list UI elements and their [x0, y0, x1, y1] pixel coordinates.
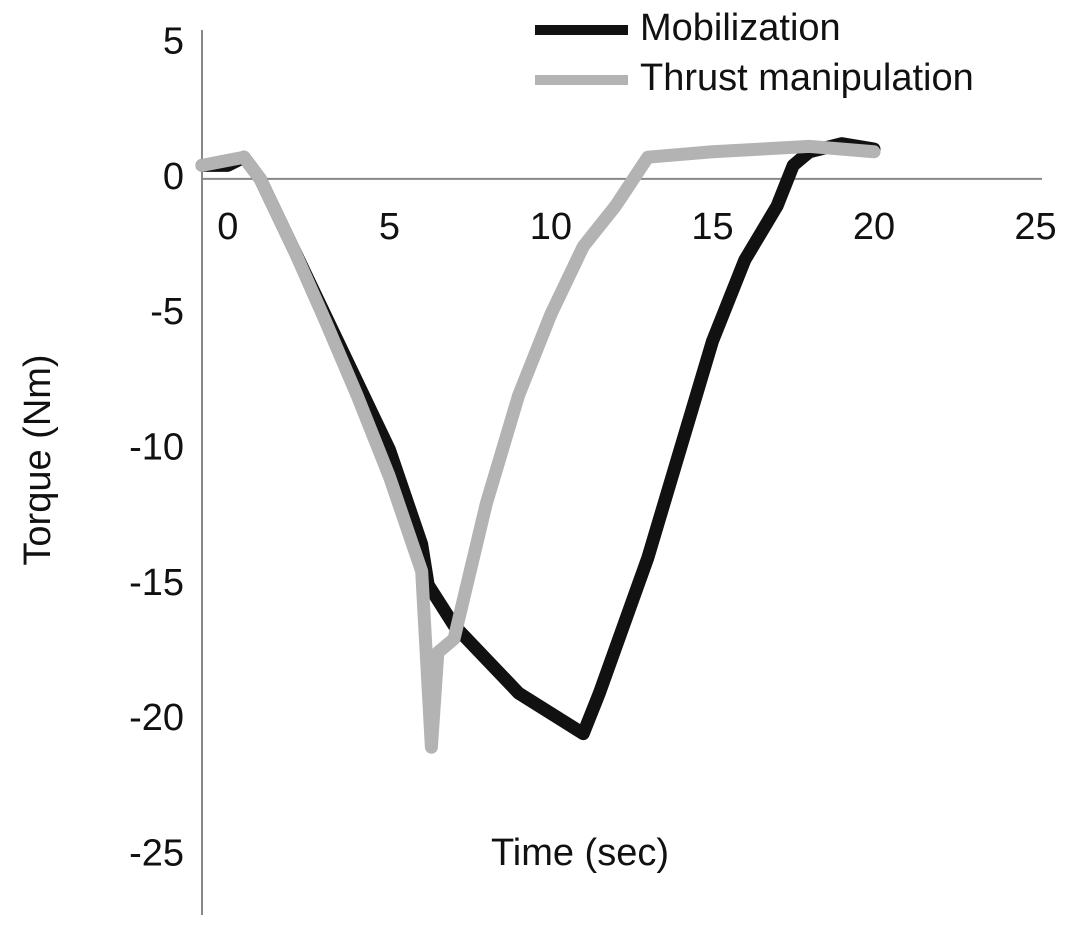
legend-label: Thrust manipulation	[640, 57, 974, 99]
x-tick-label: 0	[217, 206, 238, 248]
y-axis-title: Torque (Nm)	[17, 354, 59, 565]
legend-label: Mobilization	[640, 7, 841, 49]
x-tick-label: 25	[1014, 206, 1056, 248]
y-tick-label: -25	[129, 832, 184, 874]
y-tick-label: -15	[129, 562, 184, 604]
x-tick-label: 10	[530, 206, 572, 248]
x-tick-label: 15	[691, 206, 733, 248]
y-tick-label: 5	[163, 21, 184, 63]
x-tick-label: 20	[853, 206, 895, 248]
y-tick-label: -20	[129, 697, 184, 739]
y-tick-label: -5	[150, 291, 184, 333]
x-tick-label: 5	[379, 206, 400, 248]
y-tick-label: -10	[129, 427, 184, 469]
y-tick-label: 0	[163, 156, 184, 198]
x-axis-title: Time (sec)	[491, 832, 669, 874]
data-line	[195, 139, 881, 754]
